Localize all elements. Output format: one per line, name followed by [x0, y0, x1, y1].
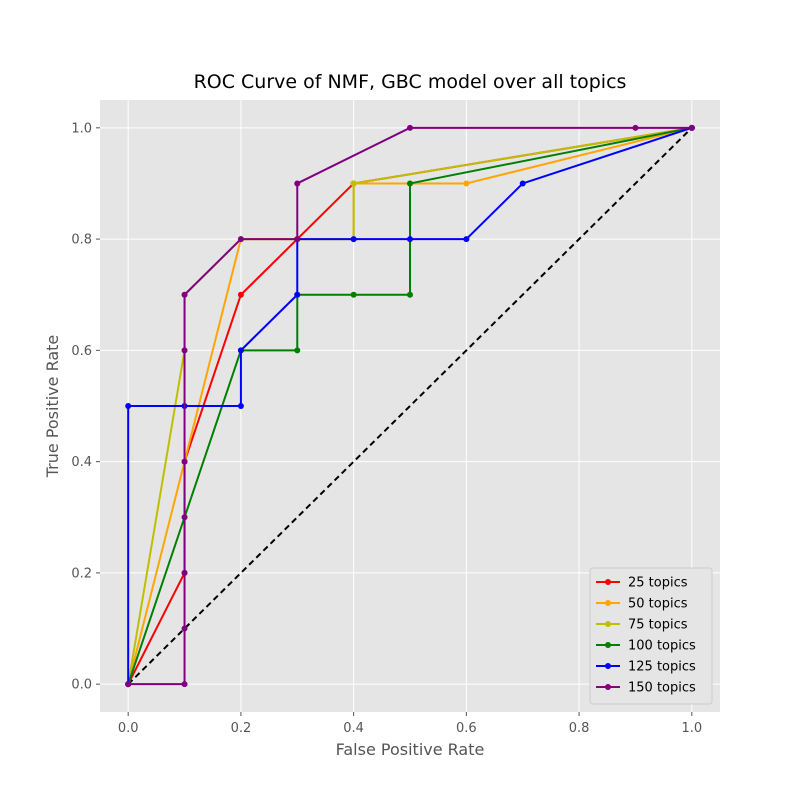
chance-reference-line	[127, 127, 693, 685]
data-point	[463, 236, 470, 243]
data-point	[237, 291, 244, 298]
data-point	[181, 681, 188, 688]
y-axis-ticks: 0.0 0.2 0.4 0.6 0.8 1.0	[71, 121, 100, 693]
legend-label: 125 topics	[628, 660, 696, 675]
data-point	[125, 681, 132, 688]
y-tick-label: 0.0	[71, 678, 92, 693]
data-point	[632, 124, 639, 131]
data-point	[407, 124, 413, 131]
legend-label: 100 topics	[628, 639, 696, 654]
data-point	[237, 347, 244, 354]
y-axis-label: True Positive Rate	[43, 335, 62, 479]
legend-swatch-marker	[605, 579, 611, 585]
data-point	[519, 180, 526, 187]
series-line	[127, 126, 693, 685]
legend-swatch-marker	[605, 663, 611, 669]
y-tick-label: 0.8	[71, 233, 92, 248]
series-group	[125, 124, 695, 688]
data-point	[181, 458, 188, 465]
data-point	[294, 347, 301, 354]
x-tick-label: 0.4	[343, 721, 364, 736]
legend-item: 50 topics	[596, 597, 688, 612]
data-point	[350, 180, 357, 187]
series-line	[127, 126, 693, 685]
x-tick-label: 1.0	[681, 721, 702, 736]
data-point	[237, 403, 244, 409]
data-point	[181, 569, 188, 576]
legend-box	[589, 567, 713, 705]
chart-title: ROC Curve of NMF, GBC model over all top…	[194, 71, 627, 93]
data-point	[407, 180, 413, 187]
data-point	[181, 514, 188, 521]
series-line	[128, 126, 692, 686]
legend-item: 100 topics	[596, 639, 696, 654]
data-point	[294, 180, 301, 187]
data-point	[125, 403, 132, 409]
reference-line-group	[127, 127, 693, 685]
legend-swatch-marker	[605, 621, 611, 627]
data-point	[463, 180, 470, 187]
data-point	[181, 347, 188, 354]
data-point	[407, 236, 413, 243]
legend-item: 150 topics	[596, 681, 696, 696]
y-tick-label: 0.4	[71, 455, 92, 470]
x-tick-label: 0.2	[231, 721, 252, 736]
series-6	[125, 124, 695, 688]
legend-item: 25 topics	[596, 576, 688, 591]
legend-swatch-marker	[605, 642, 611, 648]
data-point	[294, 291, 301, 298]
x-axis-label: False Positive Rate	[336, 740, 485, 759]
data-point	[407, 291, 413, 298]
data-point	[181, 291, 188, 298]
legend-item: 125 topics	[596, 660, 696, 675]
legend-label: 50 topics	[628, 597, 688, 612]
x-axis-ticks: 0.0 0.2 0.4 0.6 0.8 1.0	[118, 712, 702, 736]
x-tick-label: 0.6	[456, 721, 477, 736]
data-point	[350, 236, 357, 243]
data-point	[688, 124, 695, 131]
legend-label: 150 topics	[628, 681, 696, 696]
legend-swatch-marker	[605, 684, 611, 690]
legend-item: 75 topics	[596, 618, 688, 633]
data-point	[181, 625, 188, 632]
legend-label: 25 topics	[628, 576, 688, 591]
x-tick-label: 0.8	[569, 721, 590, 736]
legend-swatch-marker	[605, 600, 611, 606]
legend: 25 topics 50 topics 75 topics 100 topics 125…	[589, 567, 713, 705]
legend-label: 75 topics	[628, 618, 688, 633]
data-point	[350, 291, 357, 298]
data-point	[294, 236, 301, 243]
y-tick-label: 0.6	[71, 344, 92, 359]
x-tick-label: 0.0	[118, 721, 139, 736]
data-point	[237, 236, 244, 243]
y-tick-label: 0.2	[71, 566, 92, 581]
y-tick-label: 1.0	[71, 121, 92, 136]
